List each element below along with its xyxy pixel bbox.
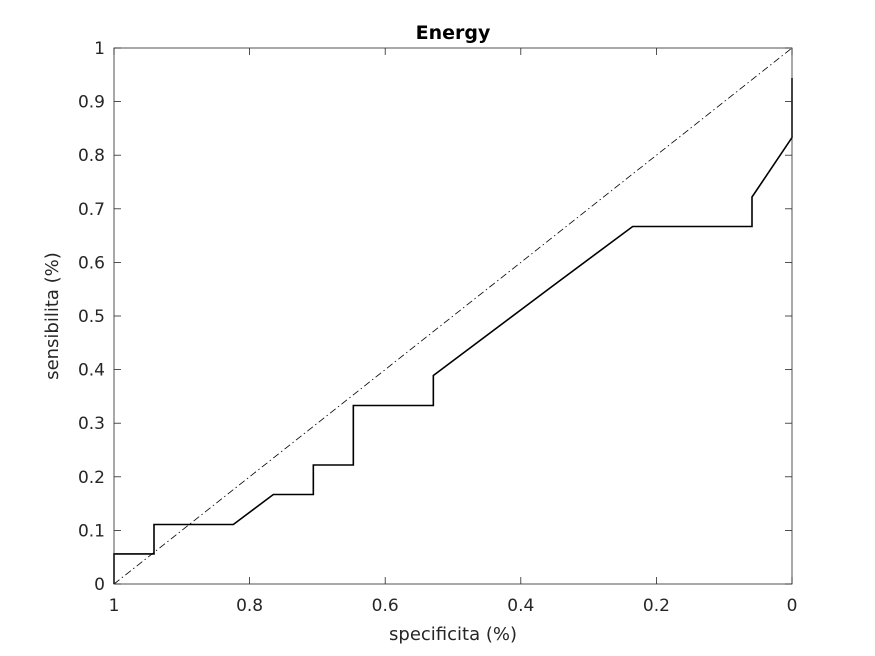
y-tick-label: 0.8 — [78, 146, 105, 166]
x-axis-label: specificita (%) — [389, 624, 517, 645]
roc-curve-line — [113, 78, 793, 584]
x-tick-label: 0.2 — [643, 596, 670, 616]
y-tick-label: 0.2 — [78, 468, 105, 488]
y-tick-label: 0.6 — [78, 253, 105, 273]
axes-layer: 1 0.8 0.6 0.4 0.2 0 0 0.1 0.2 0.3 0.4 0.5 0.6 0.7 0.8 0… — [78, 39, 797, 616]
series-layer — [113, 47, 793, 585]
x-tick-label: 0.8 — [236, 596, 263, 616]
x-tick-label: 0 — [787, 596, 798, 616]
y-tick-label: 0.4 — [78, 361, 105, 381]
y-tick-label: 0 — [94, 575, 105, 595]
x-tick-label: 1 — [109, 596, 120, 616]
plot-box-fill — [114, 48, 792, 584]
x-tick-label: 0.4 — [507, 596, 534, 616]
y-tick-label: 0.9 — [78, 93, 105, 113]
y-tick-label: 0.7 — [78, 200, 105, 220]
x-tick-label: 0.6 — [372, 596, 399, 616]
chart-title: Energy — [416, 22, 491, 44]
y-tick-label: 1 — [94, 39, 105, 59]
y-tick-label: 0.5 — [78, 307, 105, 327]
plot-area — [114, 48, 792, 584]
y-tick-label: 0.3 — [78, 414, 105, 434]
y-axis-label: sensibilita (%) — [42, 252, 63, 380]
y-tick-label: 0.1 — [78, 521, 105, 541]
